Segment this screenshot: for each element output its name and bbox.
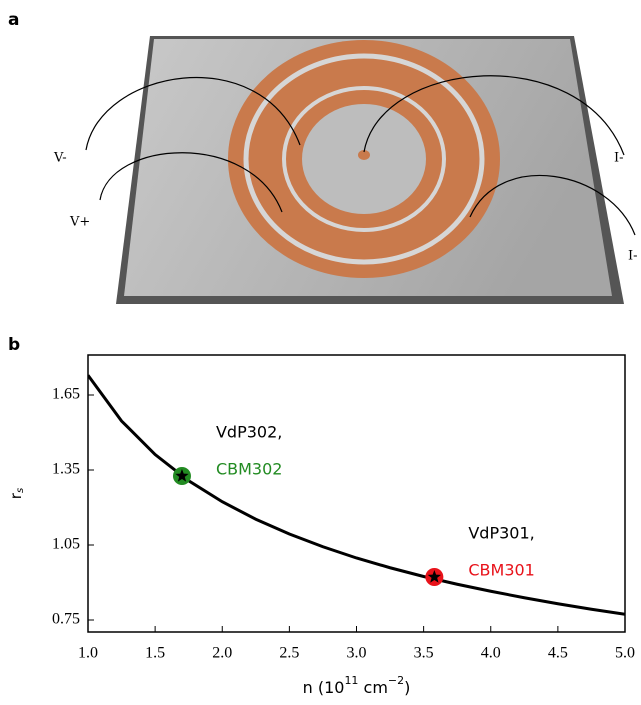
y-tick-label: 1.05 bbox=[52, 536, 80, 553]
line bbox=[88, 374, 625, 616]
wire bbox=[469, 174, 636, 236]
x-tick-label: 1.5 bbox=[145, 645, 165, 662]
x-tick-label: 4.5 bbox=[548, 645, 568, 662]
wire-label: I- bbox=[614, 151, 624, 166]
x-tick-label: 5.0 bbox=[615, 645, 635, 662]
x-label-part: n (10 bbox=[303, 678, 345, 697]
point-star bbox=[427, 570, 442, 583]
y-label-part: r bbox=[7, 492, 25, 499]
y-tick-label: 1.35 bbox=[52, 461, 80, 478]
wire bbox=[363, 75, 625, 156]
chart: 1.0 1.5 2.0 2.5 3.0 3.5 4.0 4.5 5.0 0.75 1.05 1.35 1… bbox=[7, 354, 635, 697]
x-axis-label: n (1011 cm−2) bbox=[303, 674, 411, 697]
x-label-part: −2 bbox=[388, 674, 404, 687]
wire-label: I- bbox=[628, 249, 638, 264]
plot-frame bbox=[87, 354, 626, 633]
x-tick-label: 1.0 bbox=[78, 645, 98, 662]
wire-label: V+ bbox=[69, 215, 90, 230]
x-tick-label: 2.5 bbox=[279, 645, 299, 662]
point-star bbox=[175, 469, 189, 482]
x-tick-label: 3.0 bbox=[347, 645, 367, 662]
x-tick-label: 4.0 bbox=[481, 645, 501, 662]
annotation: VdP301, bbox=[468, 524, 534, 543]
x-label-part: cm bbox=[358, 678, 387, 697]
device-illustration: V- V+ I- I- bbox=[53, 36, 638, 304]
dot bbox=[358, 150, 370, 160]
x-label-part: 11 bbox=[344, 674, 358, 687]
wire bbox=[99, 152, 283, 213]
ring-gap bbox=[243, 53, 485, 265]
wire-label: V- bbox=[53, 151, 67, 166]
y-tick-label: 0.75 bbox=[52, 611, 80, 628]
annotation: VdP302, bbox=[216, 423, 282, 442]
annotation: CBM302 bbox=[216, 460, 283, 479]
panel-label: b bbox=[8, 335, 20, 355]
x-label-part: ) bbox=[404, 678, 410, 697]
x-tick-label: 2.0 bbox=[212, 645, 232, 662]
panel-label: a bbox=[8, 10, 19, 30]
y-axis-label: rs bbox=[7, 488, 27, 499]
ring-gap bbox=[282, 86, 446, 232]
y-label-part: s bbox=[15, 488, 26, 493]
annotation: CBM301 bbox=[468, 561, 535, 580]
x-tick-label: 3.5 bbox=[414, 645, 434, 662]
wire bbox=[85, 77, 301, 151]
y-tick-label: 1.65 bbox=[52, 386, 80, 403]
